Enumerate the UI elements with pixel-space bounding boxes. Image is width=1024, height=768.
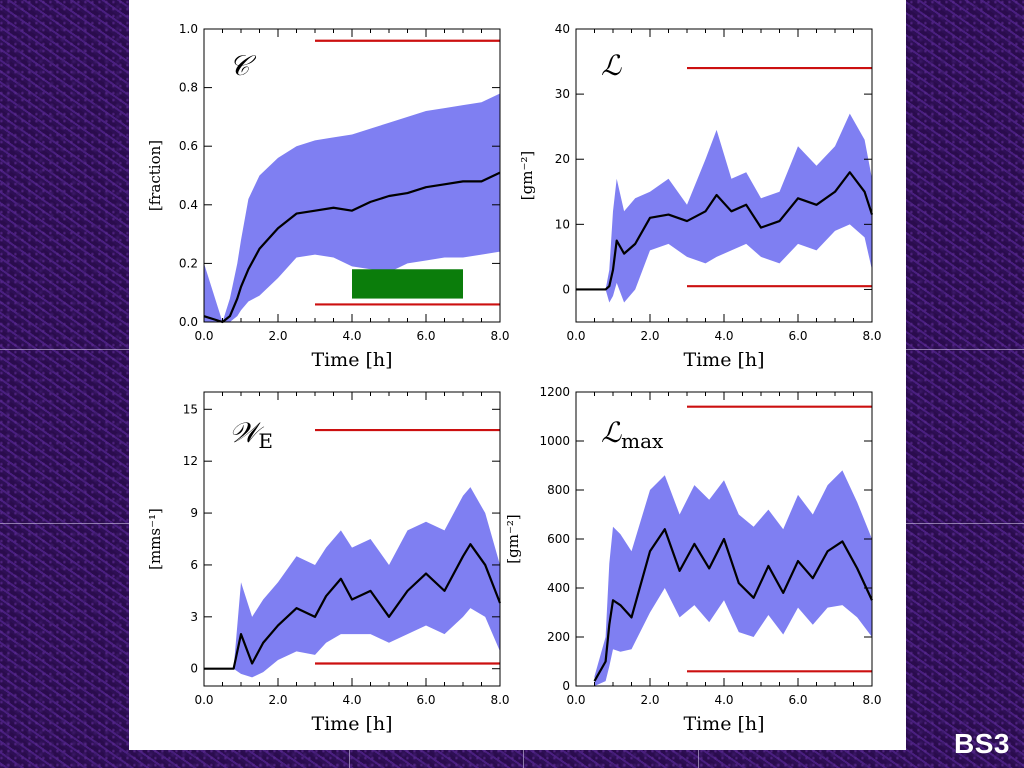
y-tick-label: 0.2 — [179, 256, 198, 270]
mean-line — [576, 171, 874, 291]
y-tick-label: 0.8 — [179, 81, 198, 95]
x-tick-label: 0.0 — [566, 329, 585, 343]
y-tick-label: 0 — [562, 679, 570, 693]
y-tick-label: 0.0 — [179, 315, 198, 329]
x-tick-label: 4.0 — [714, 329, 733, 343]
x-tick-label: 8.0 — [490, 329, 509, 343]
background-seam — [906, 349, 1024, 350]
chart-panel-4: 0.0 2.0 4.0 6.0 8.0 0 200 400 600 800 1000 1200 Time… — [504, 385, 882, 735]
y-tick-label: 200 — [547, 630, 570, 644]
spread-band — [204, 487, 500, 678]
x-axis-label: Time [h] — [683, 349, 764, 371]
x-tick-label: 2.0 — [268, 693, 287, 707]
y-tick-label: 0.4 — [179, 198, 198, 212]
chart-panel-1: 0.0 2.0 4.0 6.0 8.0 0.0 0.2 0.4 0.6 0.8 1.0 Time [h… — [146, 22, 510, 371]
x-tick-label: 8.0 — [490, 693, 509, 707]
background-seam — [349, 750, 350, 768]
figure-panel: 0.0 2.0 4.0 6.0 8.0 0.0 0.2 0.4 0.6 0.8 1.0 Time [h… — [129, 0, 906, 750]
y-axis-label: [gm⁻²] — [504, 514, 522, 563]
mean-line — [204, 543, 502, 670]
x-tick-label: 0.0 — [566, 693, 585, 707]
spread-band — [594, 470, 872, 686]
background-seam — [523, 750, 524, 768]
y-tick-label: 6 — [190, 558, 198, 572]
background-seam — [0, 349, 129, 350]
slide-label: BS3 — [954, 728, 1010, 759]
y-tick-label: 1000 — [539, 434, 570, 448]
y-axis-label: [gm⁻²] — [518, 151, 536, 200]
y-tick-label: 1200 — [539, 385, 570, 399]
chart-panel-3: 0.0 2.0 4.0 6.0 8.0 0 3 6 9 12 15 Time [h] [mms⁻¹] 𝒲E — [146, 391, 510, 735]
y-tick-label: 12 — [183, 454, 198, 468]
y-axis-label: [fraction] — [146, 140, 164, 211]
x-tick-label: 6.0 — [416, 693, 435, 707]
panel-label: ℒ — [601, 49, 622, 82]
x-axis-label: Time [h] — [683, 713, 764, 735]
panel-label-subscript: E — [258, 429, 273, 453]
x-tick-label: 6.0 — [788, 693, 807, 707]
panel-label: ℒmax — [601, 416, 664, 453]
x-tick-label: 2.0 — [640, 329, 659, 343]
x-tick-label: 8.0 — [862, 329, 881, 343]
y-tick-label: 0 — [190, 662, 198, 676]
figure-svg: 0.0 2.0 4.0 6.0 8.0 0.0 0.2 0.4 0.6 0.8 1.0 Time [h… — [146, 22, 882, 735]
spread-band — [576, 113, 872, 303]
x-tick-label: 4.0 — [714, 693, 733, 707]
green-marker-box — [352, 269, 463, 299]
background-seam — [906, 523, 1024, 524]
y-tick-label: 40 — [555, 22, 570, 36]
spread-band — [204, 93, 500, 323]
chart-panel-2: 0.0 2.0 4.0 6.0 8.0 0 10 20 30 40 Time [h] [gm⁻²] ℒ — [518, 22, 882, 371]
background-seam — [698, 750, 699, 768]
y-axis-label: [mms⁻¹] — [146, 508, 164, 570]
x-tick-label: 4.0 — [342, 693, 361, 707]
x-tick-label: 8.0 — [862, 693, 881, 707]
x-tick-label: 2.0 — [268, 329, 287, 343]
x-tick-label: 4.0 — [342, 329, 361, 343]
y-tick-label: 20 — [555, 152, 570, 166]
x-axis-label: Time [h] — [311, 713, 392, 735]
y-tick-label: 15 — [183, 402, 198, 416]
y-tick-label: 1.0 — [179, 22, 198, 36]
panel-label: 𝒞 — [229, 49, 257, 82]
y-tick-label: 0 — [562, 282, 570, 296]
y-tick-label: 10 — [555, 217, 570, 231]
y-tick-label: 800 — [547, 483, 570, 497]
y-tick-label: 0.6 — [179, 139, 198, 153]
mean-line — [203, 171, 501, 324]
x-tick-label: 0.0 — [194, 693, 213, 707]
mean-line — [593, 528, 873, 682]
background-seam — [0, 523, 129, 524]
y-tick-label: 30 — [555, 87, 570, 101]
x-tick-label: 6.0 — [416, 329, 435, 343]
y-tick-label: 400 — [547, 581, 570, 595]
panel-label-subscript: max — [621, 429, 664, 453]
x-tick-label: 0.0 — [194, 329, 213, 343]
y-tick-label: 3 — [190, 610, 198, 624]
panel-label: 𝒲E — [229, 416, 273, 453]
y-tick-label: 9 — [190, 506, 198, 520]
y-tick-label: 600 — [547, 532, 570, 546]
x-tick-label: 2.0 — [640, 693, 659, 707]
x-axis-label: Time [h] — [311, 349, 392, 371]
x-tick-label: 6.0 — [788, 329, 807, 343]
